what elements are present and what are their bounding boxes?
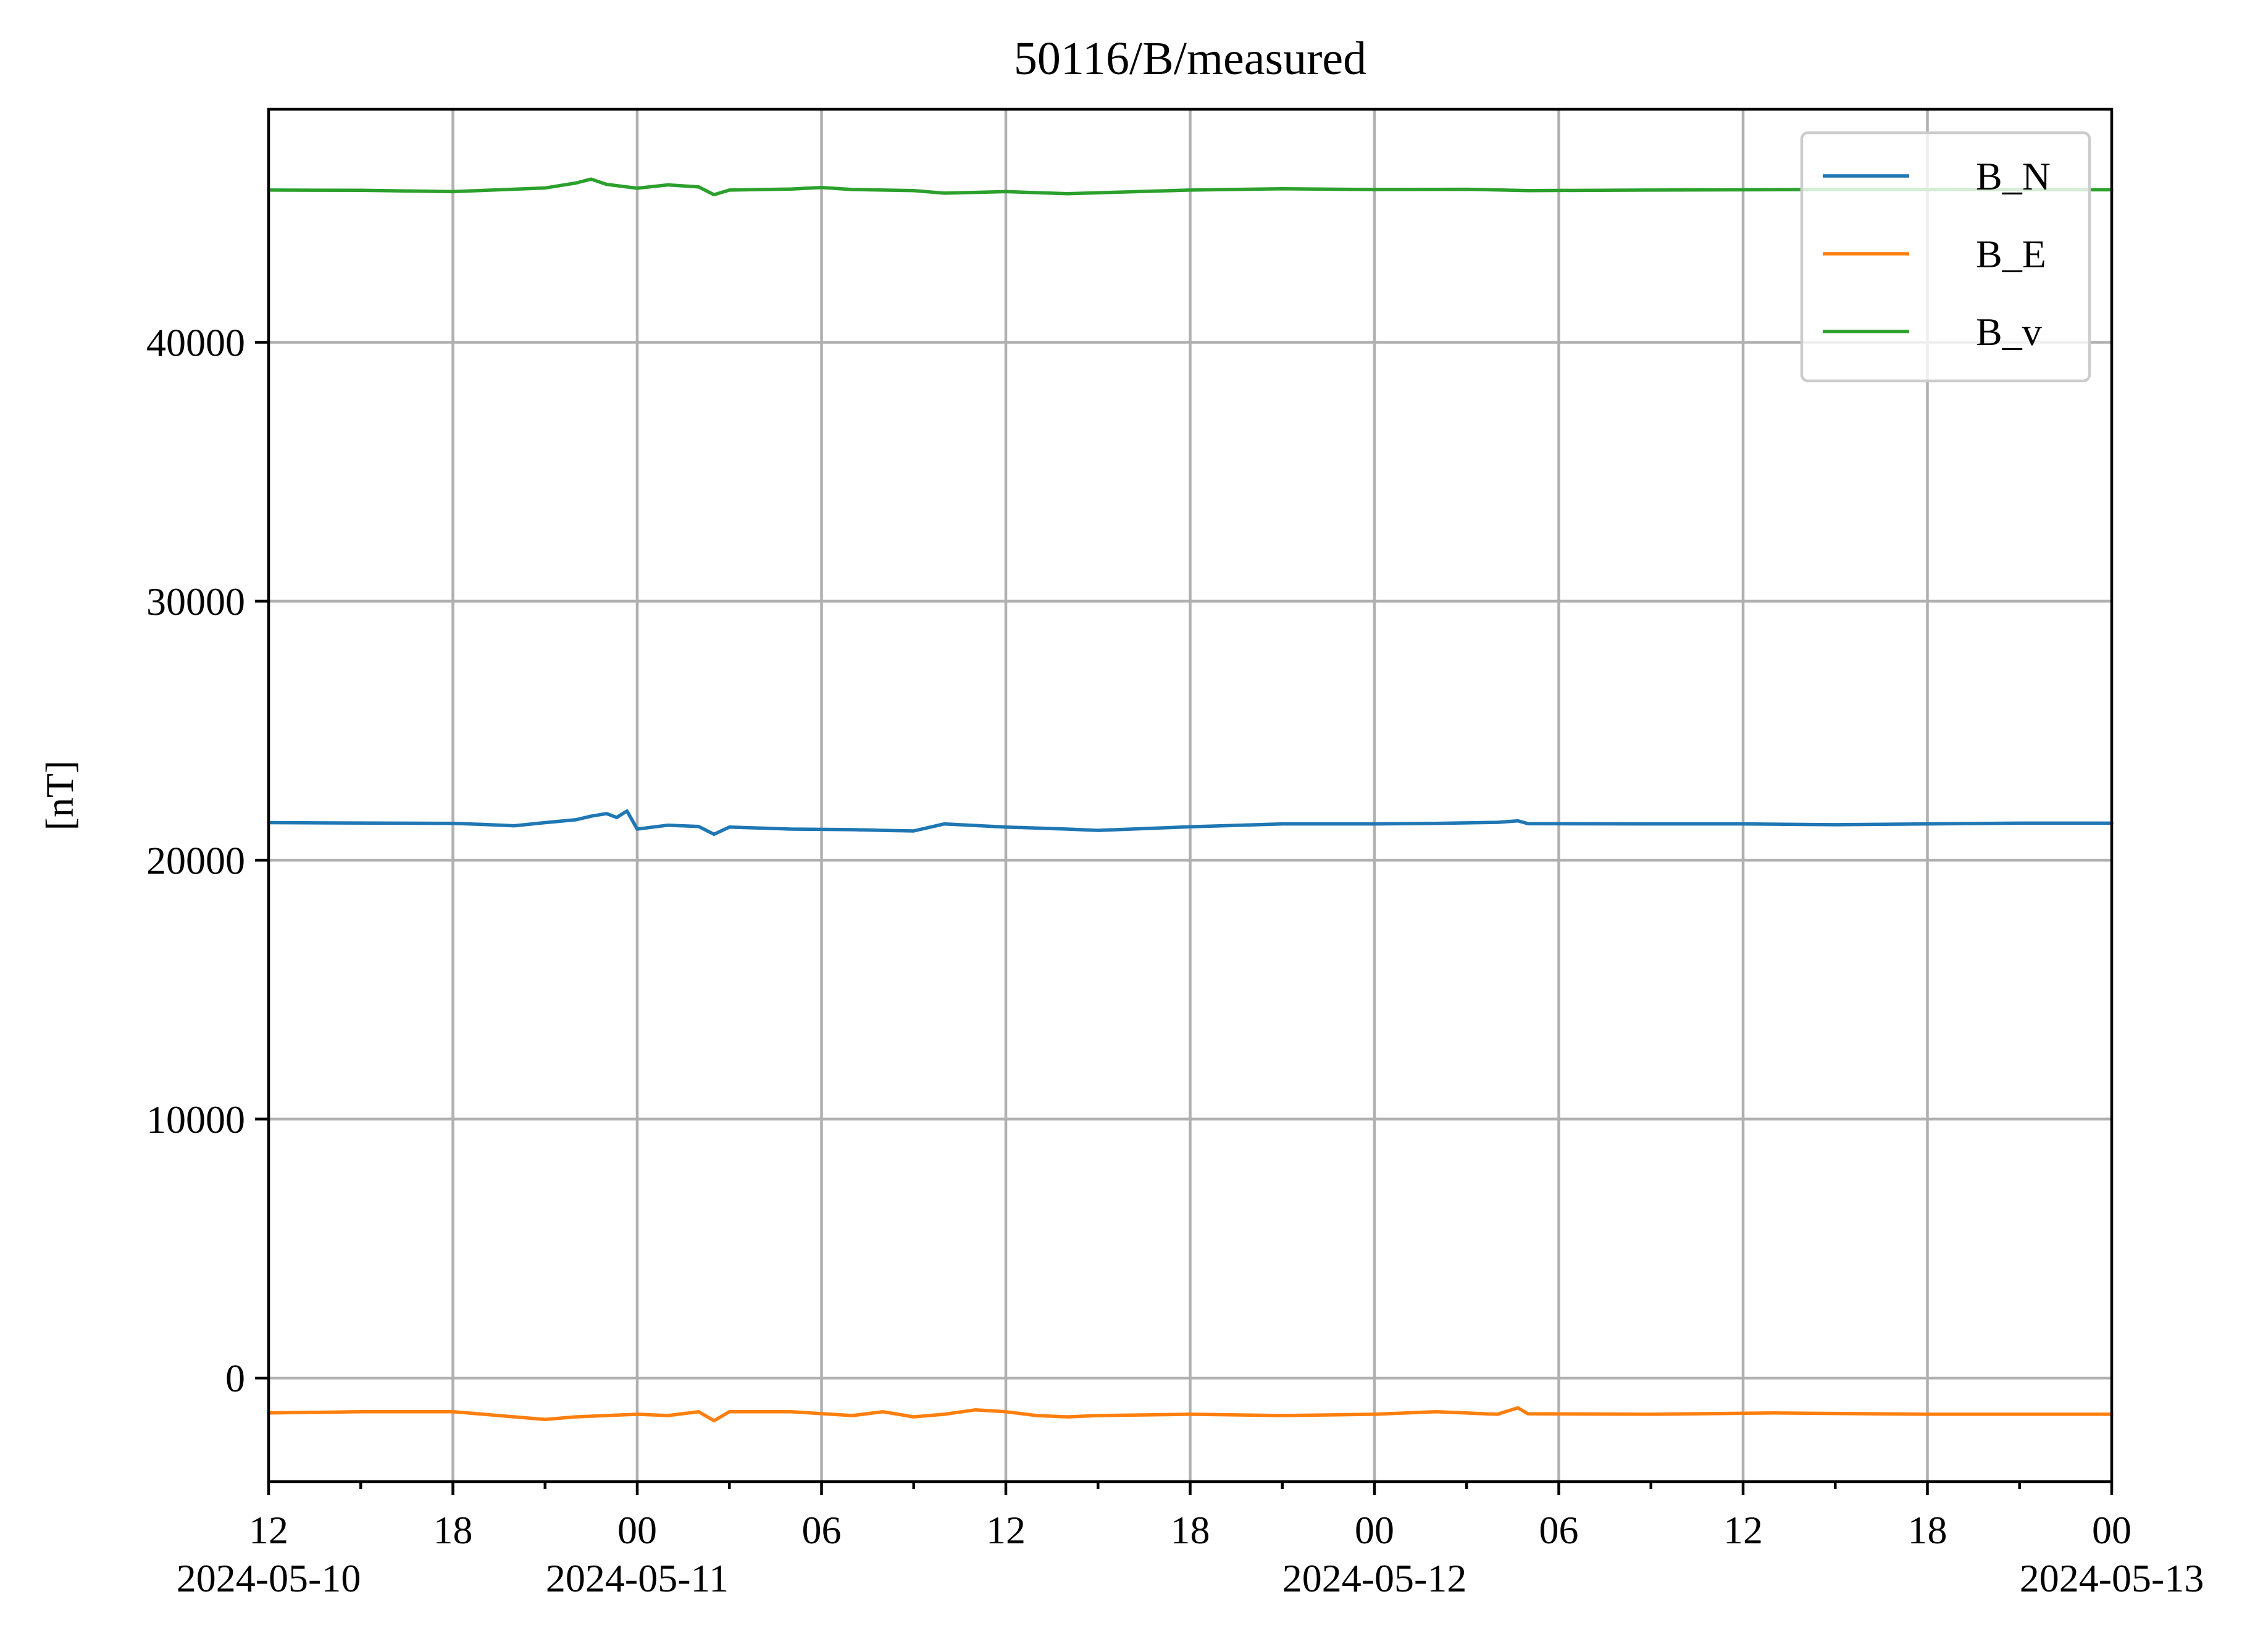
y-axis-label: [nT] — [38, 761, 82, 831]
series-line-b-n — [267, 809, 2114, 836]
x-date-label: 2024-05-10 — [177, 1556, 361, 1600]
y-tick-label: 30000 — [146, 580, 245, 624]
x-tick-label: 18 — [433, 1508, 473, 1552]
y-tick-label: 0 — [225, 1356, 245, 1400]
y-tick-label: 10000 — [146, 1098, 245, 1141]
x-date-label: 2024-05-13 — [2020, 1556, 2204, 1600]
legend: B_N B_E B_v — [1800, 131, 2091, 383]
x-tick-label: 12 — [986, 1508, 1026, 1552]
series-layer — [267, 177, 2114, 1423]
y-tick-label: 40000 — [146, 320, 245, 364]
x-tick-label: 06 — [802, 1508, 842, 1552]
x-tick-label: 18 — [1171, 1508, 1210, 1552]
series-line-b-v — [267, 177, 2114, 197]
chart-title: 50116/B/measured — [1014, 33, 1366, 85]
x-tick-label: 06 — [1539, 1508, 1579, 1552]
y-tick-label: 20000 — [146, 838, 245, 882]
x-tick-label: 12 — [1723, 1508, 1763, 1552]
legend-box — [1800, 131, 2091, 383]
x-tick-label: 18 — [1908, 1508, 1947, 1552]
x-tick-label: 00 — [1355, 1508, 1394, 1552]
legend-label: B_N — [1976, 154, 2051, 198]
legend-label: B_v — [1976, 310, 2042, 354]
x-date-label: 2024-05-11 — [546, 1556, 729, 1600]
x-date-label: 2024-05-12 — [1282, 1556, 1467, 1600]
x-tick-label: 00 — [2092, 1508, 2131, 1552]
x-tick-label: 12 — [249, 1508, 288, 1552]
x-tick-label: 00 — [617, 1508, 657, 1552]
series-line-b-e — [267, 1406, 2114, 1423]
legend-label: B_E — [1976, 232, 2046, 276]
